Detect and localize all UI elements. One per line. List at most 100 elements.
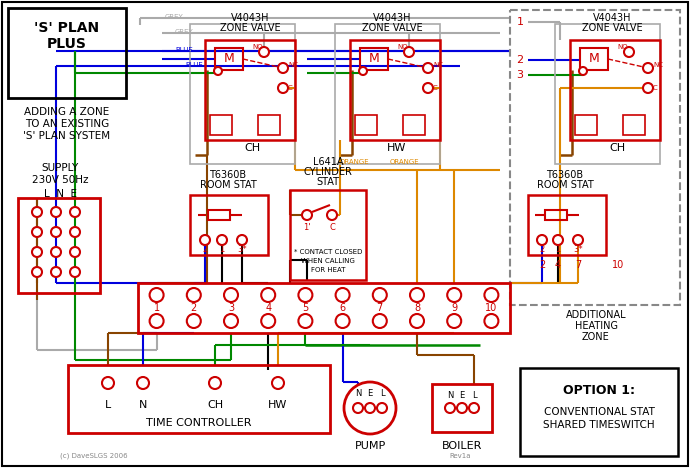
Text: N: N <box>139 400 147 410</box>
Text: 6: 6 <box>339 303 346 313</box>
Text: 2: 2 <box>539 260 545 270</box>
Circle shape <box>353 403 363 413</box>
Text: PUMP: PUMP <box>355 441 386 451</box>
Text: L641A: L641A <box>313 157 343 167</box>
Bar <box>215 48 243 70</box>
Text: M: M <box>224 52 235 66</box>
Circle shape <box>573 235 583 245</box>
Circle shape <box>187 314 201 328</box>
Circle shape <box>423 83 433 93</box>
Text: PLUS: PLUS <box>47 37 87 51</box>
Text: SUPPLY: SUPPLY <box>41 163 79 173</box>
Text: BLUE: BLUE <box>185 62 203 68</box>
Circle shape <box>365 403 375 413</box>
Text: ADDITIONAL: ADDITIONAL <box>566 310 627 320</box>
Text: ROOM STAT: ROOM STAT <box>199 180 257 190</box>
Text: C: C <box>329 224 335 233</box>
Text: M: M <box>589 52 600 66</box>
Circle shape <box>373 314 387 328</box>
Text: 230V 50Hz: 230V 50Hz <box>32 175 88 185</box>
Text: Rev1a: Rev1a <box>449 453 471 459</box>
Bar <box>355 115 377 135</box>
Text: 3*: 3* <box>237 246 247 255</box>
Text: 9: 9 <box>451 303 457 313</box>
Text: C: C <box>433 85 437 91</box>
Circle shape <box>302 210 312 220</box>
Text: L: L <box>472 392 476 401</box>
Text: L: L <box>380 389 384 398</box>
Circle shape <box>410 288 424 302</box>
Text: 3: 3 <box>228 303 234 313</box>
Bar <box>8 8 126 98</box>
Circle shape <box>553 235 563 245</box>
Circle shape <box>359 67 367 75</box>
Text: 10: 10 <box>485 303 497 313</box>
Circle shape <box>404 47 414 57</box>
Bar <box>623 115 645 135</box>
Circle shape <box>643 83 653 93</box>
Circle shape <box>224 288 238 302</box>
Text: ORANGE: ORANGE <box>340 159 370 165</box>
Circle shape <box>373 288 387 302</box>
Bar <box>190 24 295 164</box>
Text: V4043H: V4043H <box>593 13 631 23</box>
Bar <box>350 40 440 140</box>
Bar <box>138 283 510 333</box>
Circle shape <box>447 314 461 328</box>
Text: TO AN EXISTING: TO AN EXISTING <box>25 119 109 129</box>
Circle shape <box>217 235 227 245</box>
Text: 1: 1 <box>219 246 225 255</box>
Bar <box>190 195 268 255</box>
Circle shape <box>445 403 455 413</box>
Circle shape <box>484 288 498 302</box>
Text: FOR HEAT: FOR HEAT <box>310 267 345 273</box>
Circle shape <box>262 288 275 302</box>
Circle shape <box>377 403 387 413</box>
Circle shape <box>51 267 61 277</box>
Text: N: N <box>355 389 361 398</box>
Bar <box>520 368 678 456</box>
Bar <box>68 365 330 433</box>
Text: * CONTACT CLOSED: * CONTACT CLOSED <box>294 249 362 255</box>
Circle shape <box>423 63 433 73</box>
Circle shape <box>150 288 164 302</box>
Text: (c) DaveSLGS 2006: (c) DaveSLGS 2006 <box>60 453 128 459</box>
Circle shape <box>102 377 114 389</box>
Text: 'S' PLAN SYSTEM: 'S' PLAN SYSTEM <box>23 131 110 141</box>
Text: V4043H: V4043H <box>230 13 269 23</box>
Text: ADDING A ZONE: ADDING A ZONE <box>24 107 110 117</box>
Bar <box>205 40 295 140</box>
Bar <box>570 40 660 140</box>
Text: 2: 2 <box>540 246 544 255</box>
Bar <box>545 210 567 220</box>
Text: C: C <box>653 85 658 91</box>
Text: 2: 2 <box>202 246 208 255</box>
Bar <box>432 384 492 432</box>
Bar <box>360 48 388 70</box>
Text: ROOM STAT: ROOM STAT <box>537 180 593 190</box>
Circle shape <box>469 403 479 413</box>
Text: 4: 4 <box>265 303 271 313</box>
Text: OPTION 1:: OPTION 1: <box>563 383 635 396</box>
Circle shape <box>32 267 42 277</box>
Text: 1: 1 <box>517 17 524 27</box>
Bar <box>555 24 660 164</box>
Circle shape <box>214 67 222 75</box>
Circle shape <box>344 382 396 434</box>
Text: ORANGE: ORANGE <box>390 159 420 165</box>
Circle shape <box>579 67 587 75</box>
Text: C: C <box>288 85 293 91</box>
Circle shape <box>150 314 164 328</box>
Text: STAT: STAT <box>317 177 339 187</box>
Text: HEATING: HEATING <box>575 321 618 331</box>
Text: 10: 10 <box>612 260 624 270</box>
Text: T6360B: T6360B <box>546 170 584 180</box>
Text: 2: 2 <box>516 55 524 65</box>
Text: E: E <box>367 389 373 398</box>
Text: 1: 1 <box>154 303 159 313</box>
Text: CH: CH <box>244 143 260 153</box>
Circle shape <box>70 267 80 277</box>
Circle shape <box>278 83 288 93</box>
Text: 3*: 3* <box>573 246 583 255</box>
Text: 1: 1 <box>555 246 560 255</box>
